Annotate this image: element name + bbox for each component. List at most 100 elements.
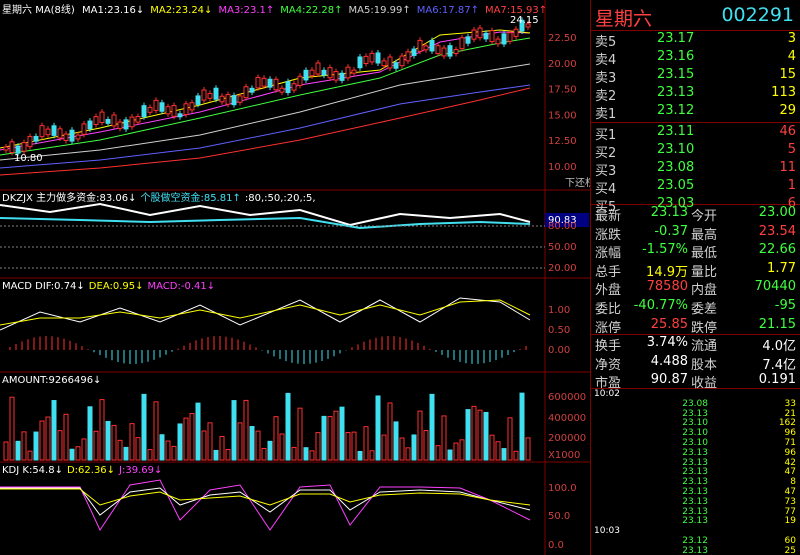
candle-body [105,118,111,124]
amount-bar [429,393,435,461]
candle-body [39,125,45,138]
separator [591,30,800,31]
axis-label: 200000 [548,433,586,444]
candle-body [81,123,87,135]
amount-bar [399,437,405,461]
axis-label: 80.00 [548,221,577,232]
amount-bar [489,434,495,461]
chart-area: 星期六 MA(8线) MA1:23.16↓ MA2:23.24↓ MA3:23.1↑… [0,0,590,555]
candle-body [513,28,519,37]
ma-legend-item: MA5:19.99↑ [349,5,411,16]
amount-bar [81,438,87,461]
quote-value: 70440 [754,279,796,295]
candle-body [177,113,183,118]
candle-body [375,52,381,64]
amount-bar [501,448,507,461]
candle-body [213,87,219,100]
tick-volume: 96 [784,428,796,439]
quote-label: 股本 [691,357,718,373]
panel-legend-item: J:39.69↓ [118,465,162,476]
price-axis-label: 22.50 [548,33,577,44]
amount-bar [279,433,285,461]
amount-bar [135,437,141,461]
candle-body [45,128,51,136]
amount-bar [507,417,513,461]
candle-body [465,36,471,44]
amount-bar [147,449,153,461]
panel-legend-item: DKZJX 主力做多资金:83.06↓ [2,191,136,204]
amount-bar [33,431,39,461]
tick-price: 23.10 [682,418,708,429]
candle-body [303,69,309,81]
separator [591,388,800,389]
candle-body [9,141,15,154]
candle-body [135,116,141,123]
amount-bar [207,422,213,461]
price-axis-label: 10.00 [548,162,577,173]
tick-volume: 42 [784,457,796,468]
tick-price: 23.13 [682,487,708,497]
amount-bar [195,402,201,461]
amount-bar [123,446,129,461]
separator [591,204,800,205]
candle-body [51,125,57,136]
panel-legend-item: MACD:-0.41↓ [148,281,216,292]
amount-bar [189,413,195,461]
book-volume: 15 [779,67,796,83]
candle-body [459,37,465,50]
quote-label: 委比 [595,302,622,317]
candle-body [111,114,117,127]
candle-body [309,69,315,77]
quote-value: 4.0亿 [762,339,796,354]
high-label: 24.15 [510,15,539,26]
book-label: 买5 [595,199,617,215]
amount-bar [285,392,291,461]
candle-body [231,95,237,106]
quote-value: 0.191 [758,372,796,388]
tick-volume: 47 [784,467,796,478]
quote-label: 外盘 [595,283,622,299]
candle-body [495,38,501,45]
quote-label: 跌停 [691,320,718,336]
amount-bar [363,426,369,461]
candle-body [63,133,69,141]
panel-legend-item: MACD DIF:0.74↓ [2,281,85,292]
quote-value: -95 [774,298,796,313]
tick-price: 23.10 [682,438,708,448]
panel-legend: MACD DIF:0.74↓ DEA:0.95↓ MACD:-0.41↓ [2,281,215,292]
candle-body [399,55,405,67]
candle-body [363,55,369,65]
amount-bar [309,450,315,461]
amount-bar [273,416,279,461]
amount-bar [471,405,477,461]
amount-bar [99,399,105,461]
tick-price: 23.13 [682,496,708,507]
amount-bar [27,450,33,461]
candle-body [519,19,525,32]
dkzjx-lines [0,202,545,269]
book-volume: 29 [779,103,796,119]
amount-bar [321,415,327,461]
stock-code: 002291 [721,4,794,26]
quote-label: 委差 [691,302,718,317]
candle-body [3,146,9,151]
ma-legend-item: MA3:23.1↑ [218,5,274,16]
candle-body [489,30,495,43]
candle-body [15,145,21,154]
book-price: 23.08 [657,159,695,175]
quote-label: 涨幅 [595,246,622,262]
amount-bar [423,430,429,461]
amount-bar [393,421,399,461]
tick-volume: 162 [778,418,796,429]
amount-bar [495,441,501,461]
amount-bar [261,447,267,461]
candle-body [147,107,153,113]
quote-label: 最高 [691,227,718,243]
quote-value: 3.74% [646,335,688,350]
amount-bar [213,449,219,461]
quote-value: 78580 [646,279,688,295]
candle-body [393,62,399,69]
candle-body [141,105,147,118]
candle-body [279,87,285,93]
panel-legend-item: KDJ K:54.8↓ [2,465,63,476]
